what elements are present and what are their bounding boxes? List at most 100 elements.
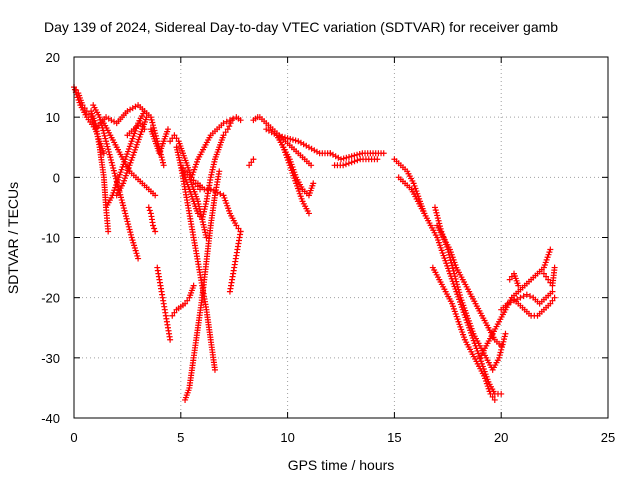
data-point bbox=[103, 138, 110, 145]
data-point-fill bbox=[461, 279, 471, 293]
series-track-18 bbox=[194, 180, 244, 235]
data-point-fill bbox=[235, 225, 242, 232]
data-point-fill bbox=[454, 266, 465, 281]
data-point-fill bbox=[484, 333, 495, 347]
data-point bbox=[226, 117, 233, 124]
data-point-fill bbox=[78, 104, 89, 118]
data-point bbox=[100, 150, 107, 157]
data-point-fill bbox=[191, 188, 201, 202]
data-point-fill bbox=[497, 309, 508, 323]
data-point-fill bbox=[541, 249, 553, 269]
data-point bbox=[137, 120, 144, 127]
data-point-fill bbox=[140, 116, 149, 130]
data-point-fill bbox=[228, 212, 239, 227]
data-point-fill bbox=[281, 146, 292, 160]
data-point-fill bbox=[431, 266, 441, 281]
data-point-fill bbox=[469, 351, 480, 365]
data-point-fill bbox=[449, 303, 461, 323]
series-track-11 bbox=[154, 264, 174, 343]
data-point-fill bbox=[236, 231, 244, 244]
data-point bbox=[502, 330, 509, 337]
data-point-fill bbox=[187, 285, 196, 299]
data-point-fill bbox=[151, 225, 158, 232]
series-track-8 bbox=[124, 120, 148, 139]
data-point-fill bbox=[342, 160, 352, 168]
data-point-fill bbox=[115, 182, 125, 196]
data-point-fill bbox=[208, 158, 218, 178]
data-point bbox=[211, 366, 218, 373]
data-point-fill bbox=[294, 182, 305, 202]
data-point-fill bbox=[265, 127, 278, 137]
series-track-2 bbox=[71, 84, 107, 157]
data-point-fill bbox=[229, 267, 237, 280]
data-point-fill bbox=[176, 140, 186, 154]
data-point bbox=[203, 234, 210, 241]
data-point-fill bbox=[216, 122, 225, 131]
data-point-fill bbox=[105, 115, 118, 125]
data-point-fill bbox=[543, 302, 552, 311]
data-point-fill bbox=[404, 182, 413, 191]
data-point bbox=[498, 390, 505, 397]
data-point-fill bbox=[294, 176, 305, 190]
data-point-fill bbox=[511, 296, 520, 305]
data-point-fill bbox=[208, 339, 218, 371]
data-point-fill bbox=[490, 357, 501, 371]
data-point bbox=[340, 162, 347, 169]
data-point-fill bbox=[549, 297, 556, 304]
data-point-fill bbox=[287, 164, 299, 184]
data-point-fill bbox=[351, 157, 361, 165]
data-point-fill bbox=[133, 128, 145, 148]
data-point bbox=[523, 291, 530, 298]
data-point-fill bbox=[464, 315, 476, 335]
data-point bbox=[374, 156, 381, 163]
data-point-fill bbox=[126, 128, 135, 137]
data-point-fill bbox=[523, 278, 532, 287]
data-point-fill bbox=[115, 110, 129, 125]
data-point-fill bbox=[473, 303, 484, 317]
data-point-fill bbox=[258, 116, 268, 125]
data-point bbox=[145, 204, 152, 211]
data-point-fill bbox=[451, 273, 463, 298]
data-point-fill bbox=[128, 170, 137, 179]
data-point-fill bbox=[301, 188, 310, 197]
y-tick-label: 10 bbox=[46, 110, 60, 125]
data-point bbox=[233, 222, 240, 229]
data-point bbox=[216, 168, 223, 175]
data-point-fill bbox=[437, 279, 448, 293]
data-point-fill bbox=[208, 194, 218, 226]
data-point-fill bbox=[221, 194, 233, 214]
data-point-fill bbox=[308, 145, 320, 155]
data-point-fill bbox=[210, 187, 217, 194]
data-point-fill bbox=[306, 182, 316, 196]
data-point-fill bbox=[300, 200, 311, 215]
series-track-9 bbox=[147, 126, 171, 157]
series-track-27 bbox=[327, 150, 387, 163]
data-point bbox=[182, 300, 189, 307]
data-point-fill bbox=[507, 299, 514, 306]
data-point-fill bbox=[416, 200, 427, 215]
data-point bbox=[431, 204, 438, 211]
data-point-fill bbox=[297, 139, 310, 149]
data-point-fill bbox=[405, 170, 416, 184]
data-point-fill bbox=[435, 224, 446, 239]
data-point-fill bbox=[478, 345, 488, 359]
x-tick-label: 0 bbox=[70, 430, 77, 445]
data-point bbox=[152, 228, 159, 235]
data-point bbox=[451, 270, 458, 277]
data-point-fill bbox=[360, 156, 369, 163]
series-track-16 bbox=[177, 117, 236, 223]
data-point bbox=[491, 396, 498, 403]
data-point bbox=[545, 276, 552, 283]
data-point bbox=[549, 288, 556, 295]
data-point-fill bbox=[196, 146, 207, 160]
data-point bbox=[506, 276, 513, 283]
data-point-fill bbox=[147, 188, 157, 197]
data-point bbox=[105, 228, 112, 235]
series-track-36 bbox=[508, 294, 558, 319]
data-point bbox=[135, 255, 142, 262]
data-point-fill bbox=[223, 118, 230, 125]
data-point-fill bbox=[199, 200, 209, 220]
data-point bbox=[167, 336, 174, 343]
data-point-fill bbox=[141, 182, 150, 191]
